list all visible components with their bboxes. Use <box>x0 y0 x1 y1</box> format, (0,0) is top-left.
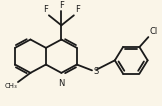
Text: F: F <box>75 5 80 14</box>
Text: CH₃: CH₃ <box>4 83 17 89</box>
Text: Cl: Cl <box>149 27 158 36</box>
Text: S: S <box>94 67 99 76</box>
Text: F: F <box>43 5 48 14</box>
Text: N: N <box>58 79 65 88</box>
Text: F: F <box>59 1 64 10</box>
